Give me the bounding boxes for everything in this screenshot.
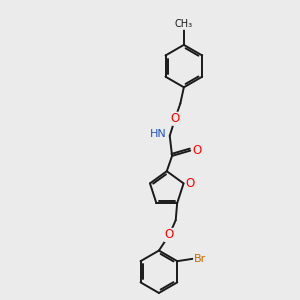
- Text: O: O: [185, 177, 195, 190]
- Text: Br: Br: [194, 254, 206, 264]
- Text: O: O: [192, 144, 201, 157]
- Text: HN: HN: [150, 129, 167, 140]
- Text: O: O: [165, 229, 174, 242]
- Text: O: O: [170, 112, 180, 125]
- Text: CH₃: CH₃: [175, 19, 193, 29]
